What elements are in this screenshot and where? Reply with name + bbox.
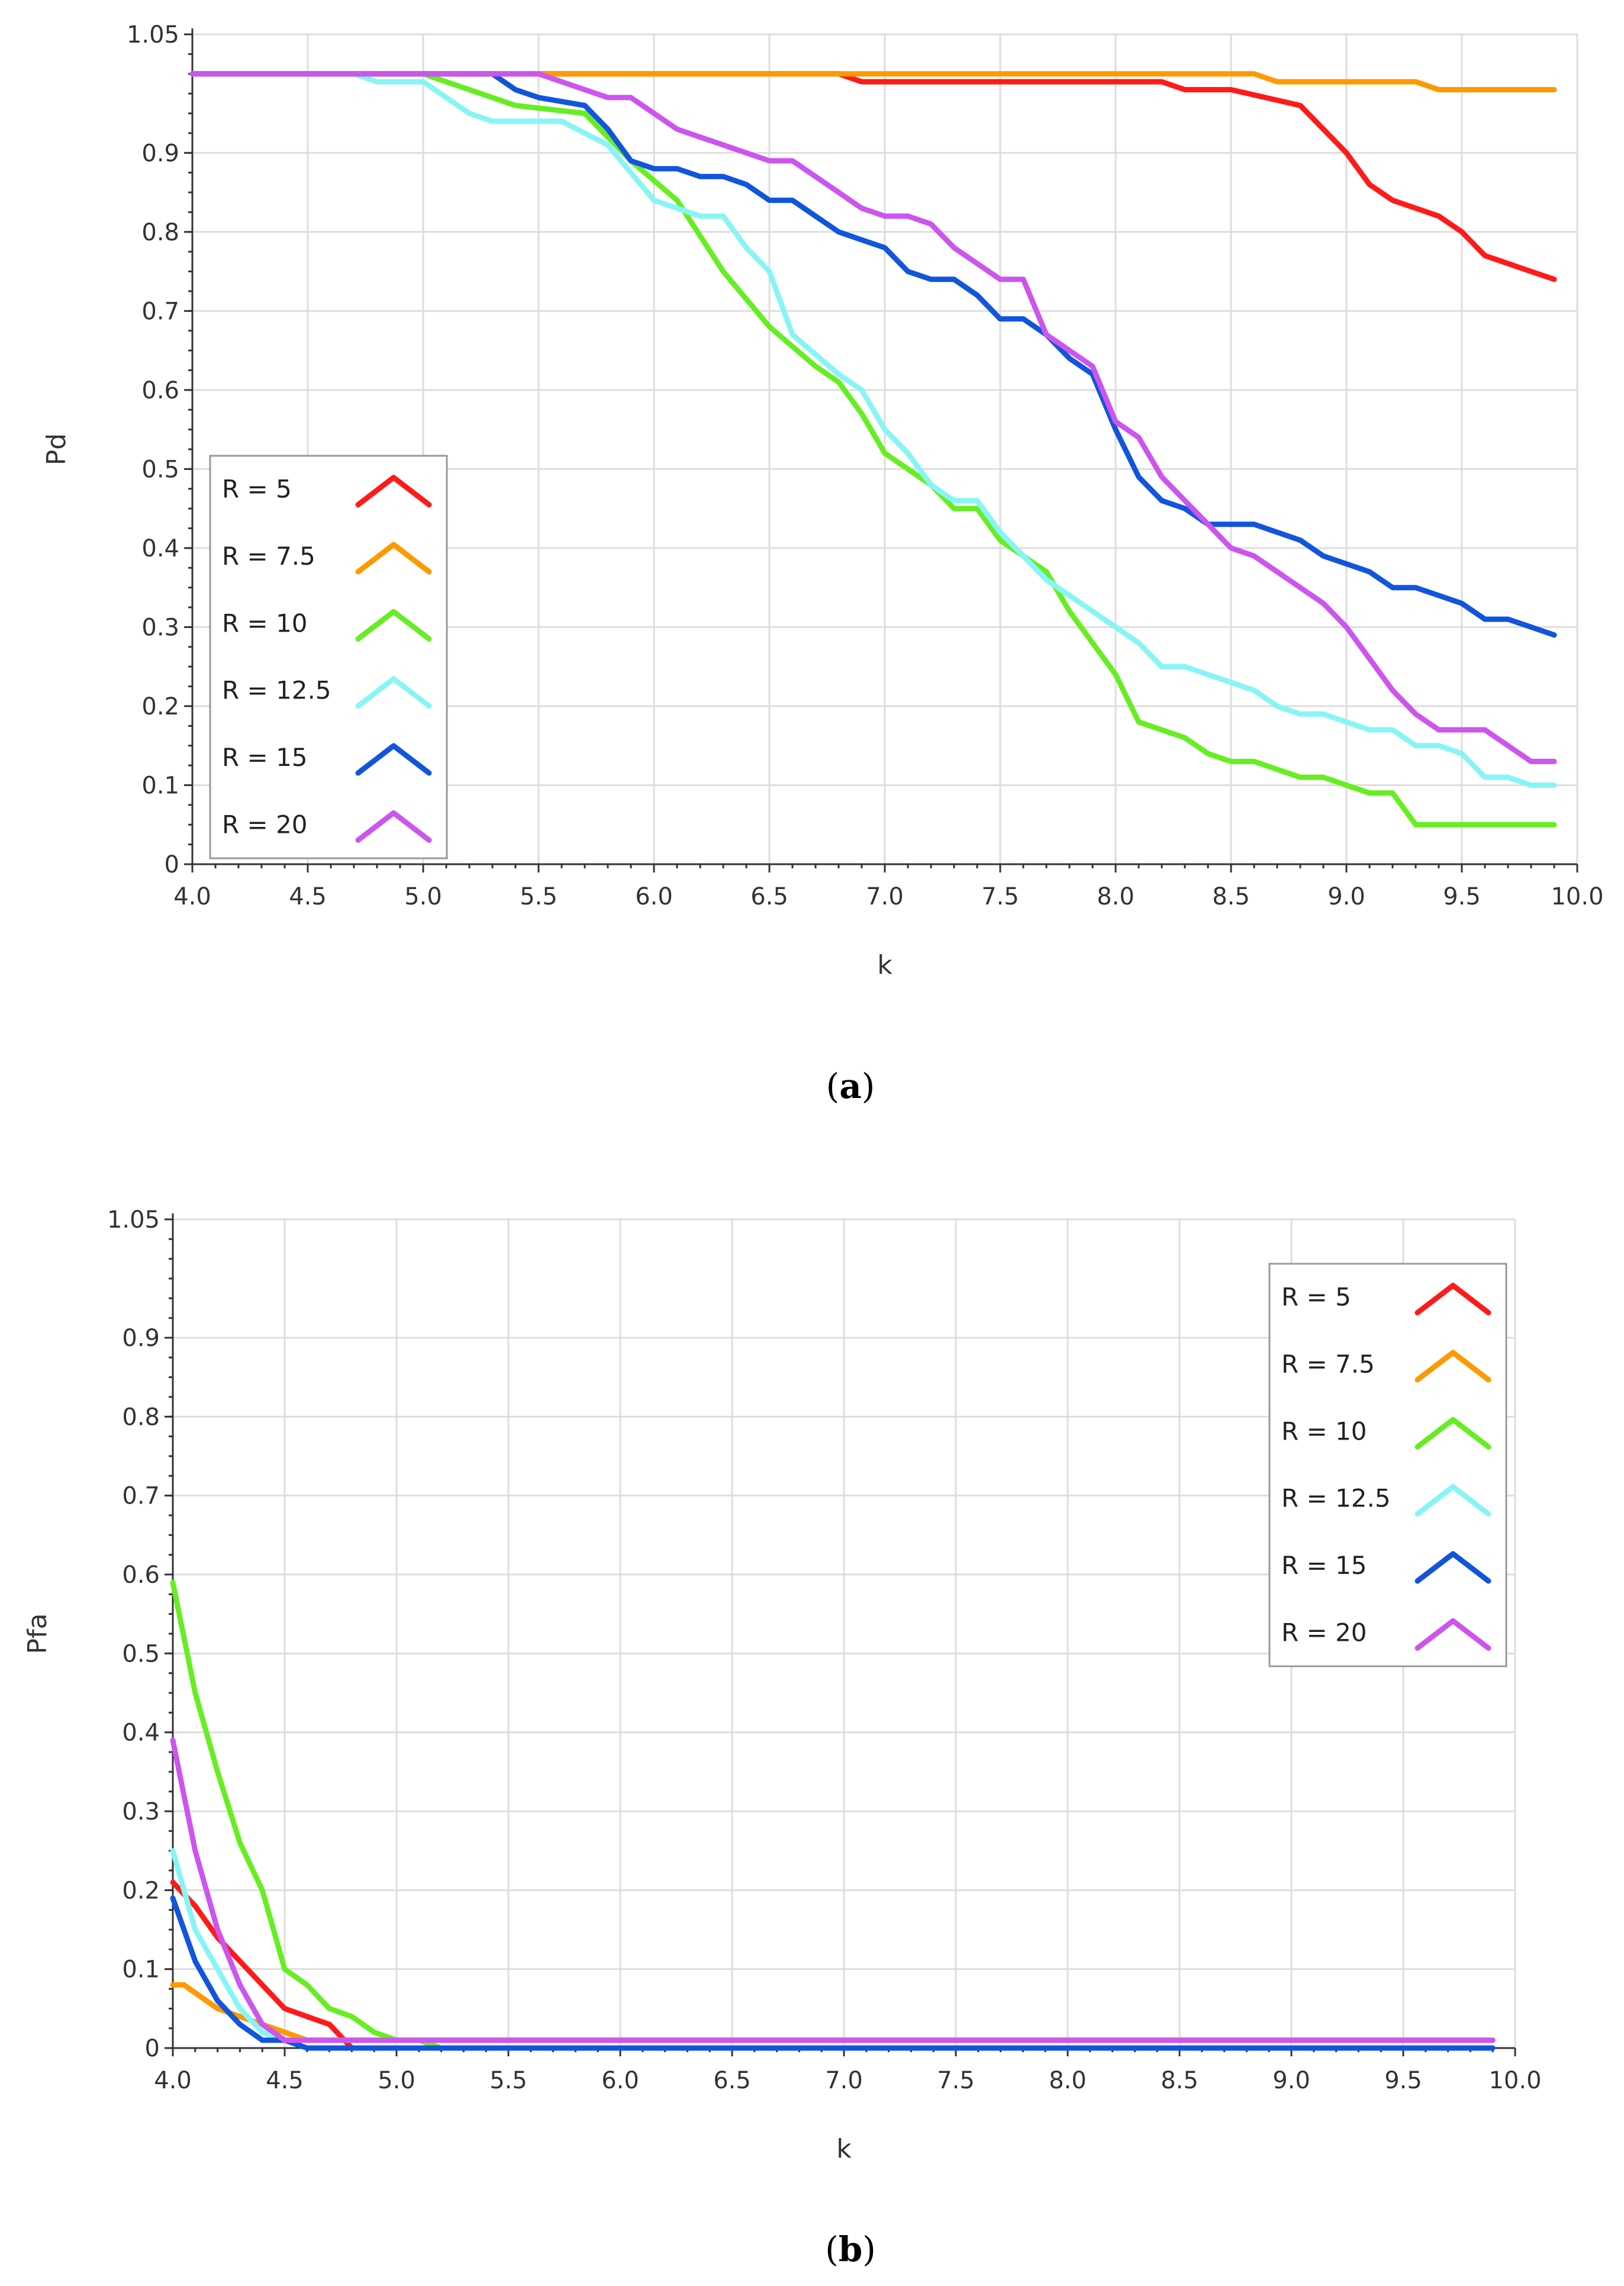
legend-line-icon bbox=[355, 475, 432, 508]
x-axis-label: k bbox=[836, 2134, 852, 2164]
legend-label: R = 10 bbox=[1281, 1416, 1367, 1445]
y-tick-label-0.7: 0.7 bbox=[141, 298, 179, 325]
x-tick-label-7.5: 7.5 bbox=[981, 883, 1019, 910]
legend-line-icon bbox=[355, 542, 432, 575]
x-tick-label-5.0: 5.0 bbox=[378, 2067, 415, 2094]
x-tick-label-7.5: 7.5 bbox=[937, 2067, 975, 2094]
legend-line-icon bbox=[355, 810, 432, 843]
x-tick-label-8.5: 8.5 bbox=[1161, 2067, 1198, 2094]
x-axis-label: k bbox=[877, 950, 892, 980]
chart-a: 4.0 4.5 5.0 5.5 6.0 6.5 7.0 7.5 8.0 8.5 9.0 9.5 10.0… bbox=[41, 21, 1604, 980]
legend-label: R = 20 bbox=[222, 810, 308, 839]
series-line-R-15 bbox=[170, 1895, 1496, 2051]
legend-line-icon bbox=[1414, 1618, 1491, 1651]
x-tick-label-9.0: 9.0 bbox=[1272, 2067, 1310, 2094]
caption-b: (b) bbox=[825, 2229, 876, 2269]
y-tick-label-1.05: 1.05 bbox=[107, 1206, 160, 1234]
legend-label: R = 12.5 bbox=[222, 676, 331, 705]
x-tick-label-4.0: 4.0 bbox=[154, 2067, 192, 2094]
x-tick-label-5.0: 5.0 bbox=[404, 883, 442, 910]
x-tick-label-6.5: 6.5 bbox=[750, 883, 788, 910]
legend: R = 5 R = 7.5 R = 10 R = 12.5 R = 15 R = 20 bbox=[1268, 1263, 1507, 1667]
y-tick-label-0.3: 0.3 bbox=[141, 614, 179, 641]
chart-b: 4.0 4.5 5.0 5.5 6.0 6.5 7.0 7.5 8.0 8.5 9.0 9.5 10.0… bbox=[22, 1206, 1542, 2164]
x-tick-label-5.5: 5.5 bbox=[489, 2067, 527, 2094]
legend-line-icon bbox=[355, 743, 432, 776]
y-axis-label: Pd bbox=[41, 433, 72, 465]
series-line-R-5 bbox=[189, 71, 1557, 282]
x-tick-label-9.0: 9.0 bbox=[1327, 883, 1365, 910]
y-tick-label-0.1: 0.1 bbox=[122, 1956, 160, 1984]
legend-box bbox=[1268, 1263, 1507, 1667]
x-tick-label-8.0: 8.0 bbox=[1097, 883, 1135, 910]
legend-label: R = 15 bbox=[222, 743, 308, 772]
x-tick-label-6.0: 6.0 bbox=[601, 2067, 639, 2094]
series-line-R-7.5 bbox=[189, 71, 1557, 92]
y-axis-label: Pfa bbox=[22, 1614, 53, 1654]
x-tick-label-4.5: 4.5 bbox=[266, 2067, 304, 2094]
legend-label: R = 10 bbox=[222, 608, 308, 637]
x-tick-label-10.0: 10.0 bbox=[1488, 2067, 1541, 2094]
legend-label: R = 7.5 bbox=[1281, 1350, 1375, 1379]
y-tick-label-1.05: 1.05 bbox=[127, 21, 179, 49]
legend-label: R = 12.5 bbox=[1281, 1484, 1391, 1513]
legend-line-icon bbox=[1414, 1551, 1491, 1584]
y-tick-label-0.4: 0.4 bbox=[141, 535, 179, 562]
y-tick-label-0.8: 0.8 bbox=[122, 1403, 160, 1431]
legend: R = 5 R = 7.5 R = 10 R = 12.5 R = 15 R = 20 bbox=[209, 455, 448, 859]
legend-label: R = 5 bbox=[1281, 1283, 1351, 1312]
legend-line-icon bbox=[355, 676, 432, 709]
y-tick-label-0.2: 0.2 bbox=[122, 1877, 160, 1904]
x-tick-label-9.5: 9.5 bbox=[1384, 2067, 1422, 2094]
x-tick-label-10.0: 10.0 bbox=[1551, 883, 1603, 910]
caption-a: (a) bbox=[826, 1066, 875, 1106]
legend-line-icon bbox=[1414, 1350, 1491, 1383]
y-tick-label-0.9: 0.9 bbox=[141, 140, 179, 167]
y-tick-label-0.9: 0.9 bbox=[122, 1325, 160, 1352]
x-tick-label-6.0: 6.0 bbox=[635, 883, 673, 910]
legend-line-icon bbox=[1414, 1484, 1491, 1517]
legend-label: R = 5 bbox=[222, 475, 292, 504]
legend-label: R = 20 bbox=[1281, 1618, 1367, 1647]
series-line-R-5 bbox=[170, 1879, 1496, 2051]
y-tick-label-0: 0 bbox=[145, 2035, 160, 2062]
legend-label: R = 15 bbox=[1281, 1551, 1367, 1580]
y-tick-label-0.6: 0.6 bbox=[141, 377, 179, 404]
y-tick-label-0.3: 0.3 bbox=[122, 1798, 160, 1825]
y-tick-label-0.5: 0.5 bbox=[141, 456, 179, 483]
y-tick-label-0.8: 0.8 bbox=[141, 219, 179, 246]
x-tick-label-8.5: 8.5 bbox=[1212, 883, 1250, 910]
legend-line-icon bbox=[355, 608, 432, 642]
x-tick-label-8.0: 8.0 bbox=[1049, 2067, 1087, 2094]
y-tick-label-0.7: 0.7 bbox=[122, 1483, 160, 1510]
y-tick-label-0.1: 0.1 bbox=[141, 772, 179, 799]
series-line-R-15 bbox=[189, 71, 1557, 638]
x-tick-label-7.0: 7.0 bbox=[866, 883, 904, 910]
x-tick-label-7.0: 7.0 bbox=[825, 2067, 863, 2094]
series-line-R-20 bbox=[170, 1737, 1496, 2043]
x-tick-label-4.0: 4.0 bbox=[173, 883, 211, 910]
series-line-R-20 bbox=[189, 71, 1557, 764]
x-tick-label-4.5: 4.5 bbox=[289, 883, 327, 910]
y-tick-label-0.6: 0.6 bbox=[122, 1561, 160, 1589]
y-tick-label-0.4: 0.4 bbox=[122, 1720, 160, 1747]
series-line-R-12.5 bbox=[189, 71, 1557, 788]
y-tick-label-0.5: 0.5 bbox=[122, 1640, 160, 1667]
y-tick-label-0: 0 bbox=[165, 851, 179, 878]
legend-box bbox=[209, 455, 448, 859]
series-line-R-12.5 bbox=[170, 1848, 1496, 2043]
legend-line-icon bbox=[1414, 1416, 1491, 1450]
x-tick-label-5.5: 5.5 bbox=[520, 883, 558, 910]
x-tick-label-9.5: 9.5 bbox=[1443, 883, 1481, 910]
x-tick-label-6.5: 6.5 bbox=[713, 2067, 751, 2094]
legend-line-icon bbox=[1414, 1283, 1491, 1316]
y-tick-label-0.2: 0.2 bbox=[141, 693, 179, 720]
legend-label: R = 7.5 bbox=[222, 542, 315, 571]
